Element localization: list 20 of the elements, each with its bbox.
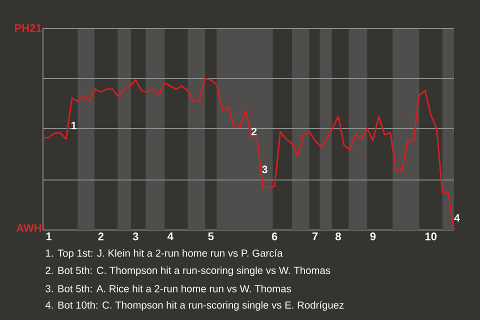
- x-tick-label: 4: [167, 232, 174, 240]
- text: AWH: [16, 224, 42, 232]
- annotation: 2: [252, 128, 257, 136]
- x-tick-label: 6: [272, 232, 278, 240]
- x-tick-label: 8: [336, 232, 341, 240]
- x-tick-label: 2: [98, 232, 104, 240]
- annotation: 3: [262, 166, 268, 174]
- x-tick-label: 10: [425, 232, 436, 240]
- x-tick-label: 5: [208, 232, 214, 240]
- text: 4. Bot 10th: C. Thompson hit a run-scoring single vs E. Rodríguez: [45, 301, 344, 311]
- x-tick-label: 9: [370, 232, 376, 240]
- text: 1. Top 1st: J. Klein hit a 2-run home run vs P. García: [46, 249, 283, 259]
- x-tick-label: 1: [46, 232, 52, 240]
- text: PH21: [15, 24, 42, 32]
- annotation: 1: [71, 122, 76, 130]
- text: 3. Bot 5th: A. Rice hit a 2-run home run vs W. Thomas: [46, 284, 292, 292]
- text: 2. Bot 5th: C. Thompson hit a run-scoring single vs W. Thomas: [46, 266, 330, 276]
- x-tick-label: 3: [132, 232, 138, 240]
- annotation: 4: [454, 214, 460, 222]
- x-tick-label: 7: [312, 232, 318, 240]
